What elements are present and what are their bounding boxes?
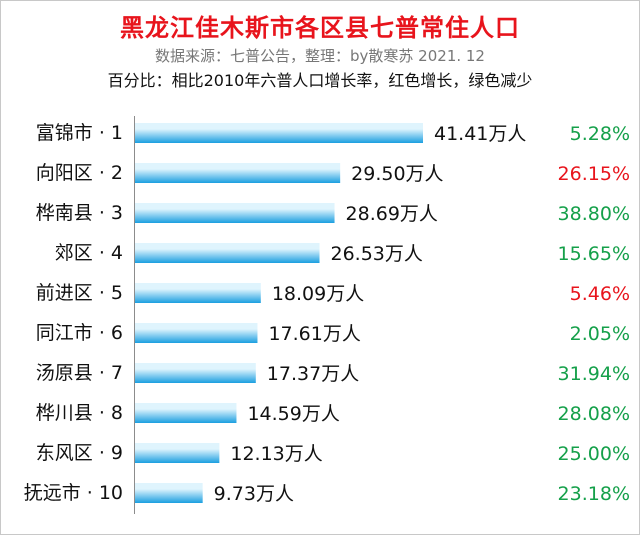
bar xyxy=(135,483,203,503)
bar-value-label: 41.41万人 xyxy=(434,123,526,145)
bar-value-label: 29.50万人 xyxy=(351,163,443,185)
chart-note: 百分比：相比2010年六普人口增长率，红色增长，绿色减少 xyxy=(107,71,533,90)
bar xyxy=(135,163,341,183)
bar-value-label: 18.09万人 xyxy=(272,283,364,305)
category-label: 桦南县 · 3 xyxy=(36,202,123,224)
category-label: 郊区 · 4 xyxy=(55,242,123,264)
growth-rate-label: 26.15% xyxy=(558,163,630,185)
category-label: 向阳区 · 2 xyxy=(36,162,123,184)
bar xyxy=(135,443,220,463)
growth-rate-label: 2.05% xyxy=(570,323,630,345)
growth-rate-label: 38.80% xyxy=(558,203,630,225)
bar-value-label: 28.69万人 xyxy=(346,203,438,225)
bar-value-label: 26.53万人 xyxy=(331,243,423,265)
growth-rate-label: 31.94% xyxy=(558,363,630,385)
growth-rate-label: 5.28% xyxy=(570,123,630,145)
bar xyxy=(135,243,320,263)
category-label: 抚远市 · 10 xyxy=(24,482,123,504)
bar xyxy=(135,123,423,143)
growth-rate-label: 25.00% xyxy=(558,443,630,465)
bar xyxy=(135,363,256,383)
bar xyxy=(135,283,261,303)
bar xyxy=(135,403,237,423)
growth-rate-label: 23.18% xyxy=(558,483,630,505)
bar xyxy=(135,323,258,343)
growth-rate-label: 5.46% xyxy=(570,283,630,305)
growth-rate-label: 15.65% xyxy=(558,243,630,265)
bar-value-label: 9.73万人 xyxy=(214,483,294,505)
chart-subtitle: 数据来源：七普公告，整理：by散寒苏 2021. 12 xyxy=(155,47,485,65)
bar-value-label: 12.13万人 xyxy=(230,443,322,465)
chart-title: 黑龙江佳木斯市各区县七普常住人口 xyxy=(120,14,520,42)
bar-value-label: 14.59万人 xyxy=(247,403,339,425)
category-label: 同江市 · 6 xyxy=(36,322,123,344)
bar-value-label: 17.37万人 xyxy=(267,363,359,385)
category-label: 桦川县 · 8 xyxy=(36,402,123,424)
category-label: 汤原县 · 7 xyxy=(36,362,123,384)
growth-rate-label: 28.08% xyxy=(558,403,630,425)
bar-value-label: 17.61万人 xyxy=(268,323,360,345)
category-label: 东风区 · 9 xyxy=(36,442,123,464)
bar xyxy=(135,203,335,223)
category-label: 前进区 · 5 xyxy=(36,282,123,304)
y-axis-line xyxy=(134,116,135,514)
category-label: 富锦市 · 1 xyxy=(36,122,123,144)
